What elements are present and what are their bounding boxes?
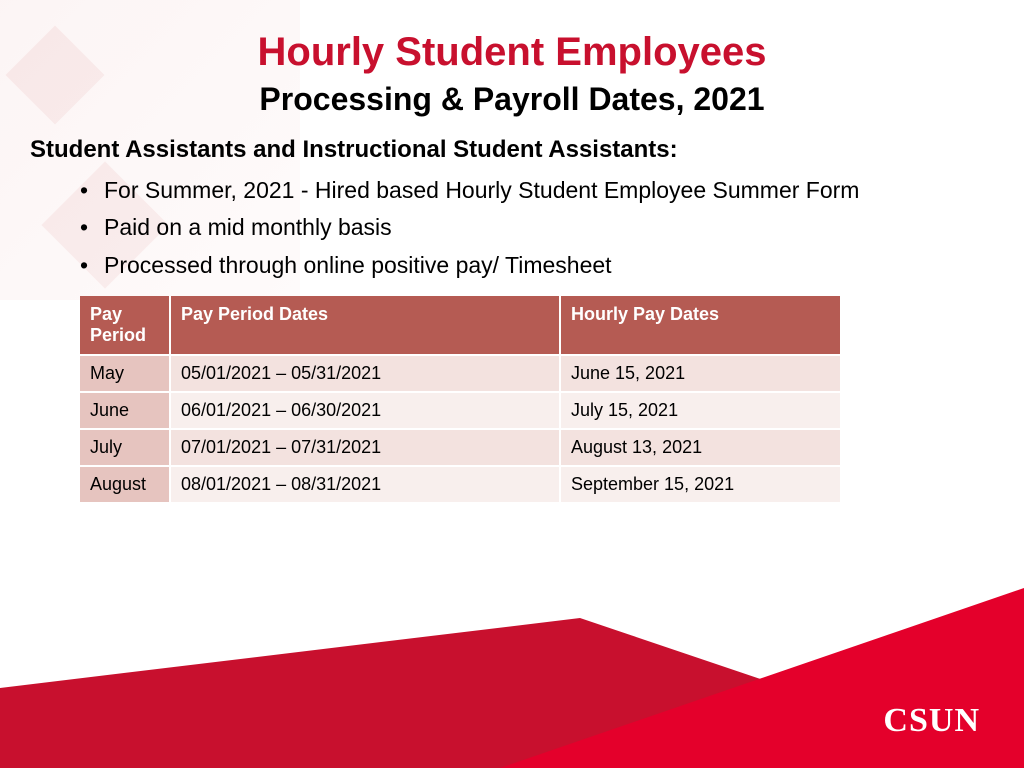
section-heading: Student Assistants and Instructional Stu… (30, 136, 964, 164)
brand-logo: CSUN (883, 702, 980, 740)
table-header-row: Pay Period Pay Period Dates Hourly Pay D… (80, 296, 840, 355)
footer-banner (0, 588, 1024, 768)
page-subtitle: Processing & Payroll Dates, 2021 (60, 81, 964, 118)
table-cell-period: August (80, 466, 170, 502)
table-cell-paydate: July 15, 2021 (560, 392, 840, 429)
table-row: June 06/01/2021 – 06/30/2021 July 15, 20… (80, 392, 840, 429)
table-header-pay-period: Pay Period (80, 296, 170, 355)
content-area: Hourly Student Employees Processing & Pa… (0, 0, 1024, 502)
table-header-pay-period-dates: Pay Period Dates (170, 296, 560, 355)
table-cell-dates: 05/01/2021 – 05/31/2021 (170, 355, 560, 392)
table-cell-period: May (80, 355, 170, 392)
table-cell-dates: 07/01/2021 – 07/31/2021 (170, 429, 560, 466)
table-header-hourly-pay-dates: Hourly Pay Dates (560, 296, 840, 355)
table-cell-dates: 08/01/2021 – 08/31/2021 (170, 466, 560, 502)
table-row: May 05/01/2021 – 05/31/2021 June 15, 202… (80, 355, 840, 392)
table-row: July 07/01/2021 – 07/31/2021 August 13, … (80, 429, 840, 466)
list-item: For Summer, 2021 - Hired based Hourly St… (80, 174, 964, 207)
slide: Hourly Student Employees Processing & Pa… (0, 0, 1024, 768)
table-cell-dates: 06/01/2021 – 06/30/2021 (170, 392, 560, 429)
bullet-list: For Summer, 2021 - Hired based Hourly St… (80, 174, 964, 282)
table-cell-paydate: June 15, 2021 (560, 355, 840, 392)
pay-period-table: Pay Period Pay Period Dates Hourly Pay D… (80, 296, 840, 502)
table-row: August 08/01/2021 – 08/31/2021 September… (80, 466, 840, 502)
list-item: Paid on a mid monthly basis (80, 211, 964, 244)
list-item: Processed through online positive pay/ T… (80, 249, 964, 282)
table-cell-period: June (80, 392, 170, 429)
table-cell-period: July (80, 429, 170, 466)
table-cell-paydate: September 15, 2021 (560, 466, 840, 502)
page-title: Hourly Student Employees (60, 30, 964, 75)
table-cell-paydate: August 13, 2021 (560, 429, 840, 466)
